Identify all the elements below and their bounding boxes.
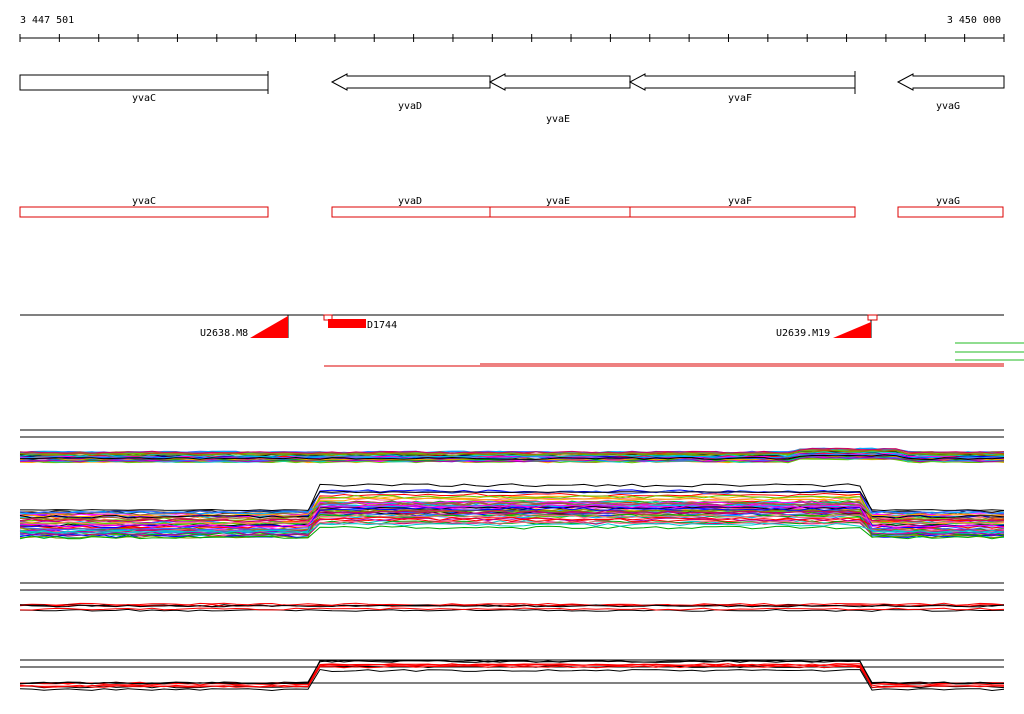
expression-panel-2 [19, 483, 1005, 540]
expression-panel-4 [19, 659, 1005, 692]
profile-line [19, 495, 1005, 518]
ruler-start-label: 3 447 501 [20, 15, 74, 26]
feature-u2638-m8[interactable]: U2638.M8 [200, 315, 289, 339]
feature-label: U2638.M8 [200, 328, 248, 339]
profile-line [19, 504, 1005, 528]
profile-line [19, 665, 1005, 689]
profile-line [19, 608, 1005, 612]
feature-u2639-m19[interactable]: U2639.M19 [776, 314, 878, 339]
promoter-triangle[interactable] [250, 316, 288, 338]
profile-line [19, 505, 1005, 519]
profile-line [19, 604, 1005, 608]
expression-profiles [19, 483, 1005, 540]
gene-arrow[interactable] [19, 74, 269, 91]
gene-yvaE[interactable]: yvaE [488, 73, 631, 125]
transcript-label: yvaG [936, 196, 960, 207]
gene-arrow[interactable] [488, 73, 631, 91]
ruler-end-label: 3 450 000 [947, 15, 1001, 26]
gene-yvaD[interactable]: yvaD [330, 73, 491, 112]
transcript-yvaD[interactable]: yvaD [331, 196, 491, 218]
profile-line [19, 502, 1005, 521]
gene-label: yvaG [936, 101, 960, 112]
profile-line [20, 659, 1005, 685]
transcript-yvaF[interactable]: yvaF [629, 196, 856, 218]
profile-line [19, 607, 1005, 611]
gene-label: yvaE [546, 114, 570, 125]
expression-profiles [19, 659, 1005, 692]
profile-line [19, 509, 1005, 523]
gene-label: yvaF [728, 93, 752, 104]
profile-line [20, 454, 1005, 460]
expression-profiles [19, 602, 1005, 612]
promoter-triangle[interactable] [833, 322, 871, 338]
profile-line [19, 522, 1005, 534]
gene-yvaG[interactable]: yvaG [896, 73, 1005, 112]
ruler-ticks [19, 34, 1005, 42]
profile-line [19, 451, 1005, 458]
gene-yvaF[interactable]: yvaF [628, 71, 856, 104]
profile-line [19, 525, 1005, 540]
expression-panel-3 [19, 582, 1005, 612]
feature-label: U2639.M19 [776, 328, 830, 339]
expression-profiles [19, 447, 1005, 464]
expression-panel-1 [19, 429, 1005, 464]
gene-track: yvaC yvaD yvaE yvaF yvaG [19, 71, 1005, 125]
profile-line [19, 494, 1005, 522]
gene-arrow[interactable] [330, 73, 491, 91]
transcript-label: yvaC [132, 196, 156, 207]
feature-block[interactable] [328, 319, 366, 328]
transcript-yvaG[interactable]: yvaG [897, 196, 1004, 218]
transcript-track: yvaC yvaD yvaE yvaF yvaG [19, 196, 1004, 218]
transcript-yvaE[interactable]: yvaE [489, 196, 631, 218]
profile-line [19, 665, 1005, 688]
feature-label: D1744 [367, 320, 397, 331]
profile-line [19, 456, 1005, 463]
profile-line [19, 520, 1005, 534]
gene-arrow[interactable] [896, 73, 1005, 91]
segment-lines-green [955, 342, 1024, 361]
profile-line [19, 447, 1005, 454]
feature-d1744[interactable]: D1744 [323, 314, 397, 331]
transcript-label: yvaD [398, 196, 422, 207]
gene-label: yvaD [398, 101, 422, 112]
feature-track: U2638.M8 D1744 U2639.M19 [20, 314, 1024, 367]
profile-line [19, 663, 1005, 688]
coordinate-ruler: 3 447 501 3 450 000 [19, 15, 1005, 42]
transcript-label: yvaE [546, 196, 570, 207]
transcript-label: yvaF [728, 196, 752, 207]
gene-yvaC[interactable]: yvaC [19, 71, 269, 104]
gene-label: yvaC [132, 93, 156, 104]
profile-line [20, 490, 1005, 512]
gene-arrow[interactable] [628, 73, 856, 91]
profile-line [19, 668, 1005, 692]
transcript-yvaC[interactable]: yvaC [19, 196, 269, 218]
profile-line [19, 449, 1005, 457]
